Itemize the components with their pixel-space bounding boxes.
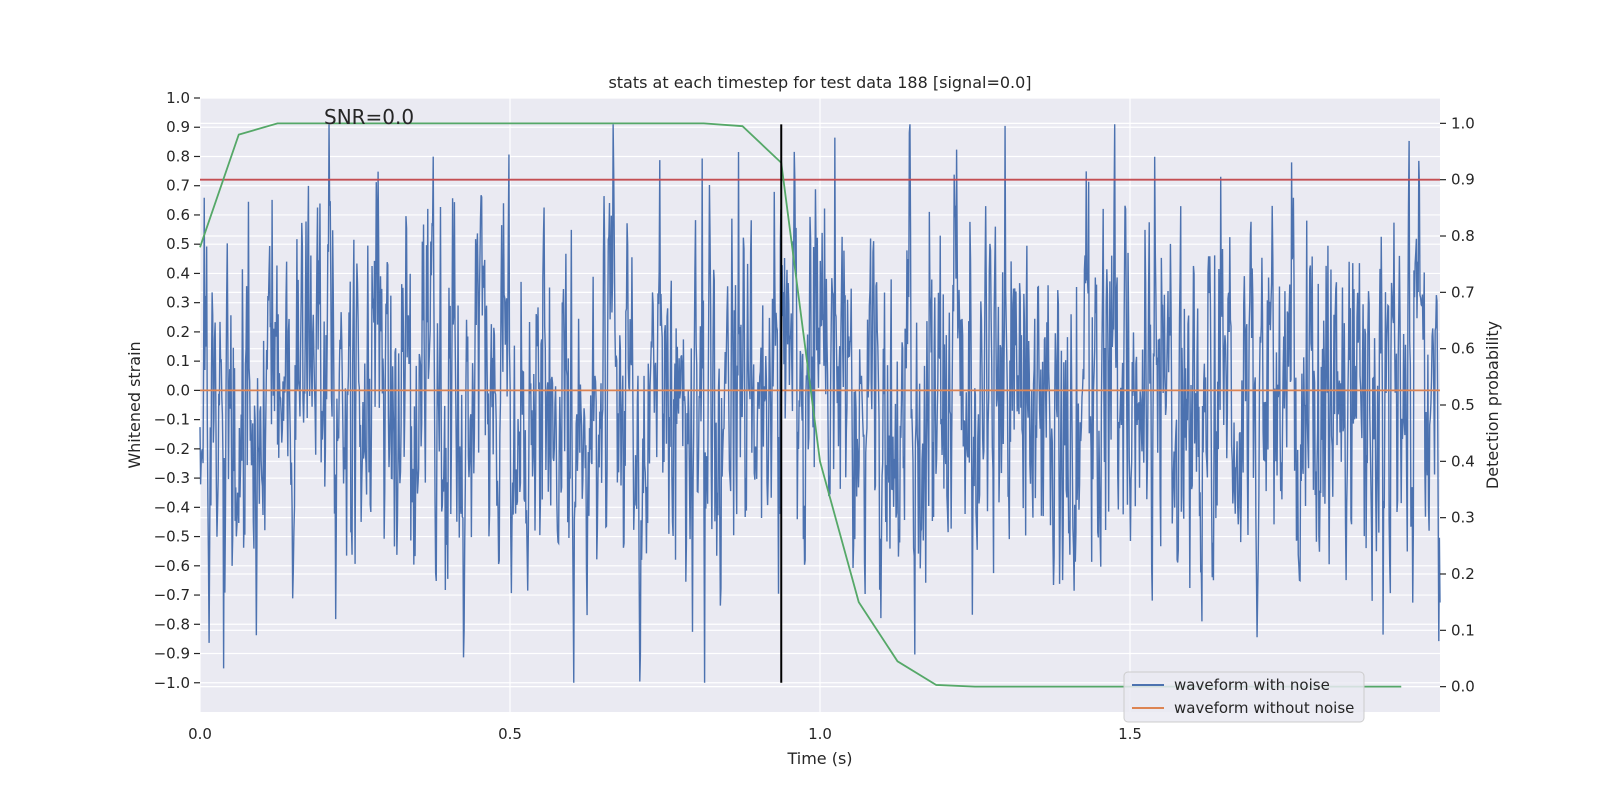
- y2-tick-label: 1.0: [1451, 114, 1475, 132]
- y2-tick-label: 0.1: [1451, 621, 1475, 639]
- y-axis-label: Whitened strain: [125, 341, 144, 468]
- y-tick-label: 0.1: [166, 352, 190, 370]
- ticks-layer: 0.0 0.5 1.0 1.5 1.0 0.9 0.8 0.7 0.6 0.5 0.4 0.3 0.2 0…: [154, 89, 1475, 743]
- y-tick-label: −0.2: [154, 440, 190, 458]
- y2-tick-label: 0.5: [1451, 396, 1475, 414]
- y2-tick-label: 0.8: [1451, 227, 1475, 245]
- y2-tick-label: 0.9: [1451, 171, 1475, 189]
- y-tick-label: −0.5: [154, 528, 190, 546]
- y2-axis-label: Detection probability: [1483, 321, 1502, 489]
- y2-tick-label: 0.3: [1451, 509, 1475, 527]
- legend-box: [1123, 671, 1365, 723]
- x-axis-label: Time (s): [786, 749, 852, 768]
- y-tick-label: 0.7: [166, 177, 190, 195]
- y-tick-label: 0.0: [166, 381, 190, 399]
- y-tick-label: −1.0: [154, 674, 190, 692]
- y2-tick-label: 0.7: [1451, 283, 1475, 301]
- y-tick-label: 0.3: [166, 294, 190, 312]
- y-tick-label: −0.8: [154, 615, 190, 633]
- legend: waveform with noise waveform without noi…: [1123, 671, 1365, 723]
- y-tick-label: −0.4: [154, 498, 190, 516]
- y2-tick-label: 0.4: [1451, 452, 1475, 470]
- y-tick-label: 1.0: [166, 89, 190, 107]
- x-tick-label: 1.0: [808, 725, 832, 743]
- y-tick-label: 0.6: [166, 206, 190, 224]
- y-tick-label: 0.9: [166, 118, 190, 136]
- x-tick-label: 0.5: [498, 725, 522, 743]
- x-tick-label: 1.5: [1118, 725, 1142, 743]
- y2-tick-label: 0.6: [1451, 340, 1475, 358]
- y-tick-label: −0.3: [154, 469, 190, 487]
- legend-label-noisy: waveform with noise: [1174, 676, 1330, 694]
- y-tick-label: −0.9: [154, 645, 190, 663]
- x-tick-label: 0.0: [188, 725, 212, 743]
- y-tick-label: 0.5: [166, 235, 190, 253]
- y-tick-label: −0.7: [154, 586, 190, 604]
- y-tick-label: 0.2: [166, 323, 190, 341]
- legend-label-clean: waveform without noise: [1174, 699, 1354, 717]
- y-tick-label: 0.8: [166, 147, 190, 165]
- series-line-noisy: [199, 124, 1441, 683]
- y2-tick-label: 0.0: [1451, 678, 1475, 696]
- y2-tick-label: 0.2: [1451, 565, 1475, 583]
- y-tick-label: 0.4: [166, 264, 190, 282]
- y-tick-label: −0.1: [154, 411, 190, 429]
- chart-title: stats at each timestep for test data 188…: [608, 73, 1031, 92]
- y-tick-label: −0.6: [154, 557, 190, 575]
- snr-annotation: SNR=0.0: [324, 105, 414, 129]
